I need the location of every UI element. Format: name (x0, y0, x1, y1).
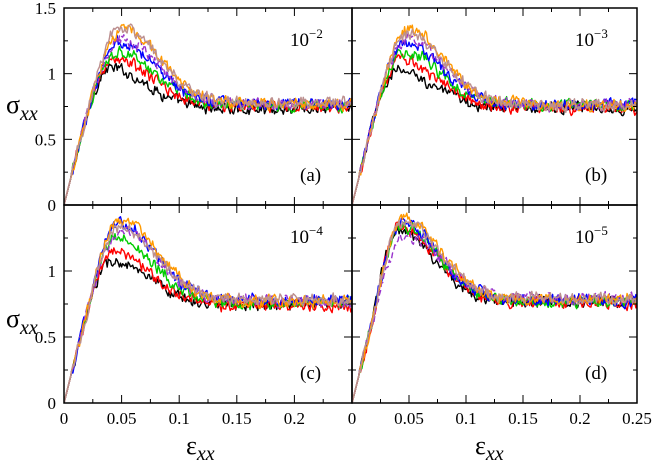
x-tick-label: 0.2 (569, 409, 590, 428)
x-tick-label: 0.1 (169, 409, 190, 428)
series-line-s2 (64, 247, 352, 403)
strain-rate-label: 10−3 (575, 26, 608, 51)
x-tick-label: 0.05 (394, 409, 424, 428)
panel-label: (b) (585, 165, 607, 186)
series-line-s6 (352, 24, 637, 205)
y-tick-label: 1 (48, 65, 57, 84)
series-line-s5 (352, 32, 637, 205)
strain-rate-base: 10 (290, 227, 309, 248)
strain-rate-base: 10 (575, 227, 594, 248)
y-tick-label: 0.5 (35, 130, 56, 149)
x-tick-label: 0 (348, 409, 357, 428)
panels-layer: 00.511.510−2(a)10−3(b)00.510 0.05 0.1 0.15 0… (35, 0, 652, 428)
series-line-s6 (352, 212, 637, 403)
strain-rate-label: 10−5 (575, 223, 608, 248)
y-tick-label: 0.5 (35, 328, 56, 347)
series-group (64, 23, 352, 205)
series-line-s6 (64, 217, 352, 403)
y-tick-label: 0 (48, 196, 57, 215)
y-axis-title-bottom: σxx (6, 304, 38, 339)
strain-rate-base: 10 (290, 30, 309, 51)
x-tick-label: 0 (60, 409, 69, 428)
x-tick-label: 0.2 (284, 409, 305, 428)
x-axis-title-left: εxx (186, 431, 215, 462)
panel-label: (c) (300, 363, 321, 384)
series-line-s7 (352, 219, 637, 403)
y-tick-label: 0 (48, 394, 57, 413)
strain-rate-exponent: −3 (594, 26, 608, 41)
series-line-s7 (64, 223, 352, 403)
x-tick-label: 0.1 (455, 409, 476, 428)
panel-a: 0 0.5 1 1.5 10−2 (a) (35, 0, 353, 215)
panel-b: 10−3 (b) (351, 7, 638, 206)
strain-rate-exponent: −2 (309, 26, 323, 41)
series-group (64, 216, 352, 403)
x-tick-label: 0.15 (508, 409, 538, 428)
series-group (352, 212, 637, 403)
series-line-s7 (64, 23, 352, 205)
strain-rate-base: 10 (575, 30, 594, 51)
series-group (352, 24, 637, 205)
strain-rate-exponent: −4 (309, 223, 323, 238)
strain-rate-label: 10−2 (290, 26, 323, 51)
panel-d: 0 0.05 0.1 0.15 0.2 0.25 10−5 (d) (348, 204, 652, 428)
series-line-s3 (352, 221, 637, 403)
strain-rate-label: 10−4 (290, 223, 323, 248)
panel-label: (d) (585, 363, 607, 384)
strain-rate-exponent: −5 (594, 223, 608, 238)
x-tick-label: 0.25 (622, 409, 652, 428)
y-tick-label: 1.5 (35, 0, 56, 18)
x-axis-title-right: εxx (475, 431, 504, 462)
x-tick-label: 0.15 (222, 409, 252, 428)
y-axis-title-top: σxx (6, 90, 38, 125)
x-tick-label: 0.05 (107, 409, 137, 428)
series-line-s5 (352, 232, 637, 403)
panel-c: 00.510 0.05 0.1 0.15 0.210−4(c) (35, 204, 353, 428)
series-line-s7 (352, 28, 637, 205)
y-tick-label: 1 (48, 262, 57, 281)
panel-label: (a) (300, 165, 321, 186)
